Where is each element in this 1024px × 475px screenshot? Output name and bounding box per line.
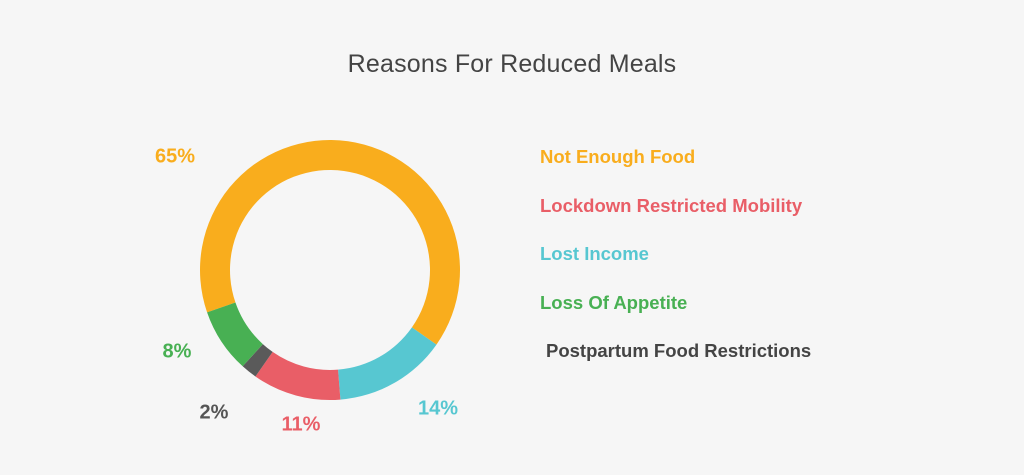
legend-item-lockdown-restricted-mobility: Lockdown Restricted Mobility (540, 194, 803, 216)
slice-label-not-enough-food: 65% (154, 145, 196, 168)
donut-slice-lockdown-restricted-mobility (255, 351, 341, 401)
donut-slice-lost-income (338, 327, 437, 400)
chart-title: Reasons For Reduced Meals (347, 50, 677, 78)
legend-item-lost-income: Lost Income (540, 243, 649, 264)
slice-label-postpartum-food-restrictions: 2% (199, 401, 229, 424)
legend-item-not-enough-food: Not Enough Food (540, 146, 696, 167)
donut-slice-postpartum-food-restrictions (242, 344, 273, 377)
donut-slice-loss-of-appetite (207, 302, 263, 367)
legend-item-loss-of-appetite: Loss Of Appetite (540, 291, 688, 313)
slice-label-loss-of-appetite: 8% (162, 340, 192, 363)
legend-item-postpartum-food-restrictions: Postpartum Food Restrictions (546, 340, 812, 361)
chart-legend: Not Enough Food Lockdown Restricted Mobi… (540, 146, 811, 389)
slice-label-lockdown-restricted-mobility: 11% (281, 413, 321, 436)
donut-slice-not-enough-food (200, 140, 460, 345)
slice-label-lost-income: 14% (417, 397, 459, 420)
